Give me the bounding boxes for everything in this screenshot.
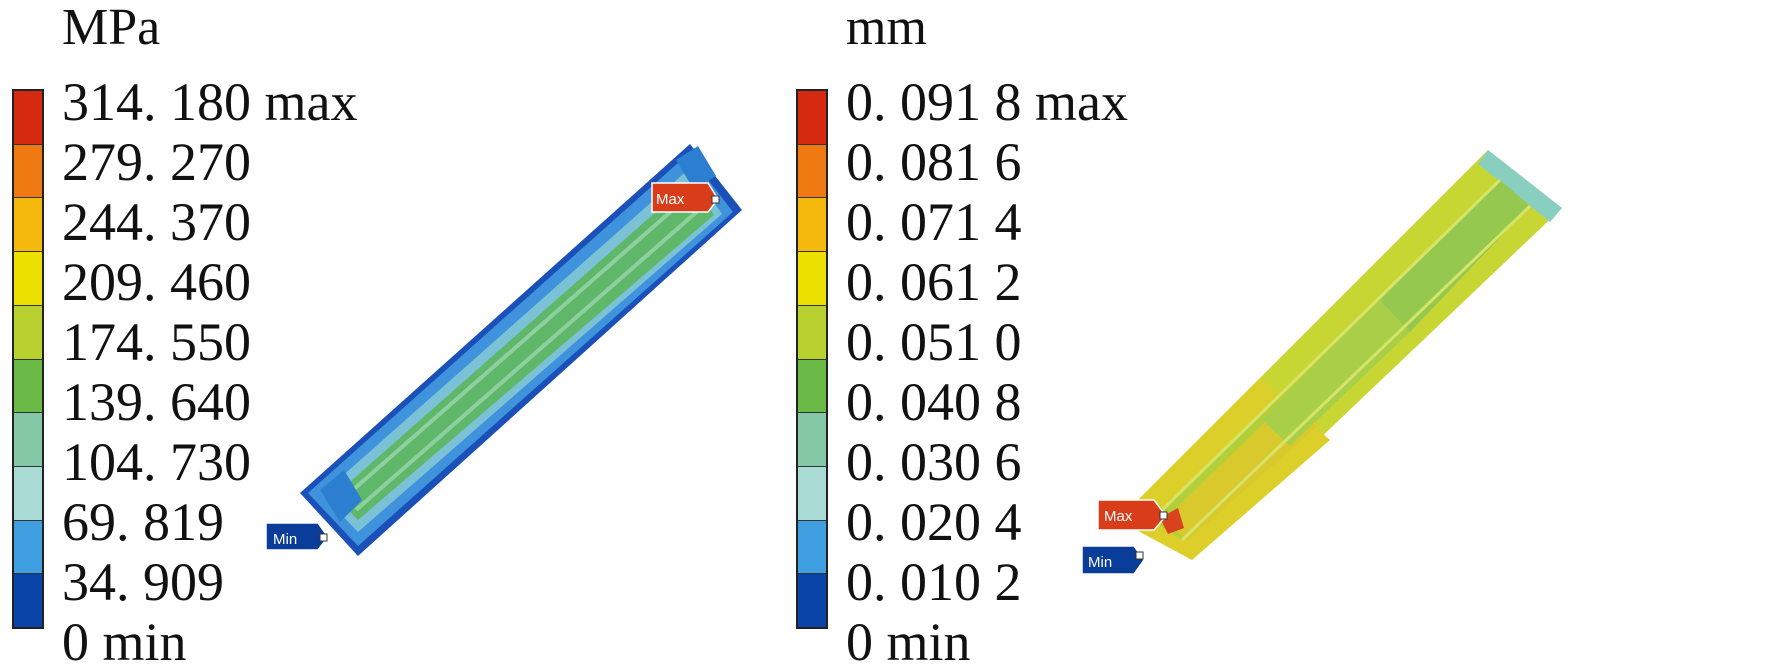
tube-body	[334, 180, 714, 520]
stress-contour-plot: Max Min	[265, 144, 742, 556]
colorbar-band	[14, 466, 42, 521]
stress-tube-model	[300, 144, 742, 556]
max-marker-label: Max	[1104, 508, 1133, 525]
legend-label: 0. 081 6	[846, 132, 1022, 192]
displacement-panel: mm 0. 091 8 max 0. 081 6 0. 071 4 0. 061…	[796, 0, 1782, 672]
tube-inner-mid	[1262, 300, 1410, 446]
legend-label: 69. 819	[62, 492, 224, 552]
stress-colorbar	[12, 89, 44, 629]
displacement-contour-plot: Max Min	[1081, 150, 1562, 575]
legend-label: 314. 180 max	[62, 72, 358, 132]
min-marker-label: Min	[273, 531, 297, 548]
displacement-tube-model	[1118, 150, 1562, 560]
colorbar-band	[14, 144, 42, 199]
legend-label: 244. 370	[62, 192, 251, 252]
legend-label: 279. 270	[62, 132, 251, 192]
stress-panel: MPa 314. 180 max 279. 270 244. 370 209. …	[0, 0, 890, 672]
tube-inner-high	[1380, 180, 1530, 332]
legend-label: 0. 071 4	[846, 192, 1022, 252]
legend-label: 34. 909	[62, 552, 224, 612]
legend-label: 0. 061 2	[846, 252, 1022, 312]
legend-label: 139. 640	[62, 372, 251, 432]
legend-label: 0. 020 4	[846, 492, 1022, 552]
max-marker: Max	[1097, 499, 1168, 531]
colorbar-band	[798, 466, 826, 521]
colorbar-band	[798, 574, 826, 628]
legend-label: 0. 051 0	[846, 312, 1022, 372]
colorbar-band	[798, 359, 826, 414]
colorbar-band	[798, 252, 826, 306]
displacement-colorbar	[796, 89, 828, 629]
tube-inner-line	[354, 200, 710, 512]
min-marker: Min	[1081, 545, 1145, 575]
legend-label: 0. 040 8	[846, 372, 1022, 432]
max-marker: Max	[651, 182, 720, 213]
max-region	[1160, 508, 1184, 534]
legend-label: 104. 730	[62, 432, 251, 492]
colorbar-band	[798, 305, 826, 360]
colorbar-band	[14, 413, 42, 467]
stress-legend-labels: 314. 180 max 279. 270 244. 370 209. 460 …	[62, 72, 357, 672]
legend-label: 209. 460	[62, 252, 251, 312]
max-marker-label: Max	[656, 191, 685, 208]
displacement-legend-labels: 0. 091 8 max 0. 081 6 0. 071 4 0. 061 2 …	[846, 72, 1128, 672]
colorbar-band	[14, 359, 42, 414]
colorbar-band	[798, 520, 826, 575]
colorbar-band	[798, 413, 826, 467]
colorbar-band	[14, 198, 42, 253]
colorbar-band	[798, 144, 826, 199]
colorbar-band	[14, 520, 42, 575]
tube-end-cap	[320, 470, 362, 522]
tube-inner-line	[1150, 178, 1502, 522]
legend-label: 0. 030 6	[846, 432, 1022, 492]
tube-inner-line	[1180, 204, 1532, 542]
tube-inner-line	[344, 184, 702, 498]
legend-label: 174. 550	[62, 312, 251, 372]
colorbar-band	[798, 198, 826, 253]
colorbar-band	[14, 252, 42, 306]
tube-end-cap	[1478, 150, 1562, 222]
min-marker: Min	[265, 522, 329, 551]
tube-end-cap	[676, 146, 716, 190]
legend-label: 0. 010 2	[846, 552, 1022, 612]
colorbar-band	[798, 91, 826, 145]
colorbar-band	[14, 305, 42, 360]
displacement-unit-label: mm	[846, 0, 927, 56]
stress-unit-label: MPa	[62, 0, 161, 56]
colorbar-band	[14, 91, 42, 145]
colorbar-band	[14, 574, 42, 628]
min-marker-label: Min	[1088, 554, 1112, 571]
legend-label: 0. 091 8 max	[846, 72, 1128, 132]
